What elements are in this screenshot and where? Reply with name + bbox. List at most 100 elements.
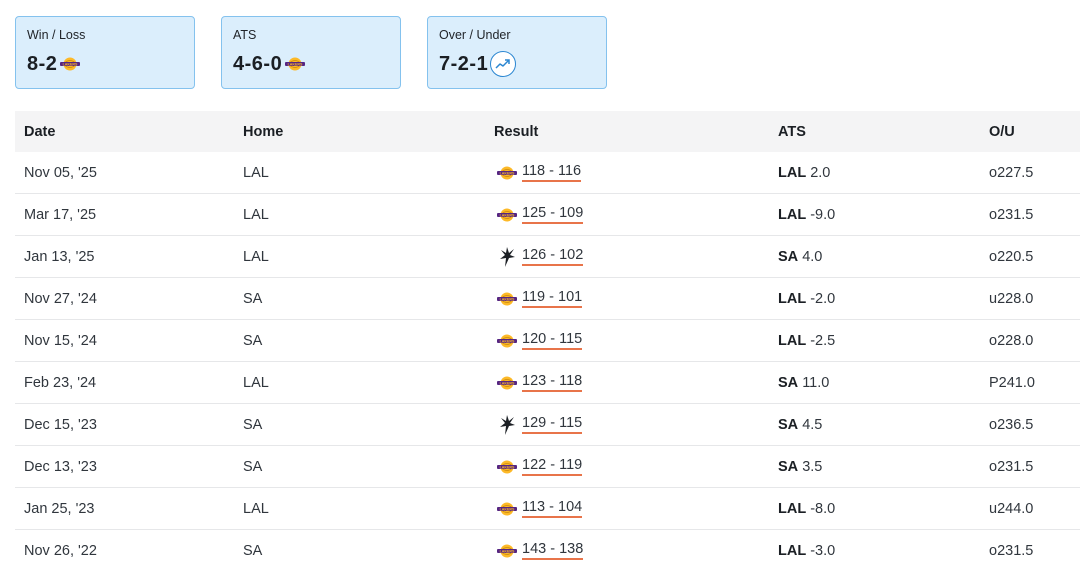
ats-line: -8.0	[810, 501, 835, 517]
score-link[interactable]: 120 - 115	[522, 331, 582, 350]
date-cell: Nov 15, '24	[15, 320, 234, 362]
lakers-logo-icon: LAKERS	[496, 499, 518, 519]
home-cell: LAL	[234, 488, 485, 530]
ats-header[interactable]: ATS	[769, 111, 980, 152]
date-header[interactable]: Date	[15, 111, 234, 152]
date-cell: Jan 13, '25	[15, 236, 234, 278]
ou-cell: u244.0	[980, 488, 1080, 530]
score-link[interactable]: 123 - 118	[522, 373, 582, 392]
result-cell: LAKERS 123 - 118	[485, 362, 769, 404]
ats-line: 11.0	[802, 375, 829, 391]
svg-text:LAKERS: LAKERS	[63, 62, 78, 66]
date-cell: Mar 17, '25	[15, 194, 234, 236]
spurs-logo-icon	[496, 247, 518, 267]
result-cell: 126 - 102	[485, 236, 769, 278]
ats-cell: SA 11.0	[769, 362, 980, 404]
date-cell: Dec 15, '23	[15, 404, 234, 446]
score-link[interactable]: 143 - 138	[522, 541, 583, 560]
ou-cell: u228.0	[980, 278, 1080, 320]
lakers-logo-icon: LAKERS	[496, 373, 518, 393]
home-cell: SA	[234, 278, 485, 320]
result-header[interactable]: Result	[485, 111, 769, 152]
summary-cards: Win / Loss 8-2 LAKERS ATS 4-6-0 LAKERS O…	[15, 16, 635, 91]
ats-line: -3.0	[810, 543, 835, 559]
score-link[interactable]: 129 - 115	[522, 415, 582, 434]
ats-team: LAL	[778, 291, 806, 307]
home-cell: SA	[234, 530, 485, 571]
score-link[interactable]: 113 - 104	[522, 499, 582, 518]
svg-text:LAKERS: LAKERS	[500, 381, 515, 385]
ats-line: 4.5	[802, 417, 822, 433]
home-header[interactable]: Home	[234, 111, 485, 152]
ats-line: 2.0	[810, 165, 830, 181]
result-cell: LAKERS 125 - 109	[485, 194, 769, 236]
svg-text:LAKERS: LAKERS	[500, 339, 515, 343]
svg-text:LAKERS: LAKERS	[500, 213, 515, 217]
ats-team: SA	[778, 375, 798, 391]
result-cell: LAKERS 120 - 115	[485, 320, 769, 362]
ats-team: LAL	[778, 165, 806, 181]
date-cell: Dec 13, '23	[15, 446, 234, 488]
score-link[interactable]: 119 - 101	[522, 289, 582, 308]
svg-text:LAKERS: LAKERS	[500, 549, 515, 553]
spurs-logo-icon	[496, 415, 518, 435]
date-cell: Feb 23, '24	[15, 362, 234, 404]
ats-cell: LAL -2.5	[769, 320, 980, 362]
lakers-logo-icon: LAKERS	[496, 331, 518, 351]
ats-card: ATS 4-6-0 LAKERS	[221, 16, 401, 89]
ats-line: 3.5	[802, 459, 822, 475]
table-header-row: Date Home Result ATS O/U	[15, 111, 1080, 152]
card-label: ATS	[233, 28, 400, 42]
svg-text:LAKERS: LAKERS	[500, 297, 515, 301]
card-value: 4-6-0	[233, 53, 282, 76]
over-under-card: Over / Under 7-2-1	[427, 16, 607, 89]
ats-line: -2.0	[810, 291, 835, 307]
date-cell: Nov 05, '25	[15, 152, 234, 194]
score-link[interactable]: 125 - 109	[522, 205, 583, 224]
lakers-logo-icon: LAKERS	[496, 163, 518, 183]
ou-header[interactable]: O/U	[980, 111, 1080, 152]
ats-line: -9.0	[810, 207, 835, 223]
ats-line: 4.0	[802, 249, 822, 265]
svg-text:LAKERS: LAKERS	[288, 62, 303, 66]
result-cell: LAKERS 119 - 101	[485, 278, 769, 320]
ou-cell: o231.5	[980, 446, 1080, 488]
home-cell: SA	[234, 404, 485, 446]
home-cell: LAL	[234, 152, 485, 194]
ou-cell: o220.5	[980, 236, 1080, 278]
lakers-logo-icon: LAKERS	[284, 56, 306, 72]
card-label: Win / Loss	[27, 28, 194, 42]
ou-cell: o231.5	[980, 530, 1080, 571]
result-cell: 129 - 115	[485, 404, 769, 446]
ats-cell: SA 4.5	[769, 404, 980, 446]
score-link[interactable]: 122 - 119	[522, 457, 582, 476]
ats-team: LAL	[778, 543, 806, 559]
score-link[interactable]: 126 - 102	[522, 247, 583, 266]
ats-team: LAL	[778, 501, 806, 517]
ou-cell: o227.5	[980, 152, 1080, 194]
ats-cell: SA 4.0	[769, 236, 980, 278]
home-cell: SA	[234, 320, 485, 362]
date-cell: Nov 27, '24	[15, 278, 234, 320]
trend-up-icon	[490, 51, 516, 77]
card-value: 8-2	[27, 53, 57, 76]
result-cell: LAKERS 143 - 138	[485, 530, 769, 571]
ou-cell: P241.0	[980, 362, 1080, 404]
home-cell: LAL	[234, 194, 485, 236]
lakers-logo-icon: LAKERS	[496, 541, 518, 561]
lakers-logo-icon: LAKERS	[496, 289, 518, 309]
score-link[interactable]: 118 - 116	[522, 163, 581, 182]
ats-team: SA	[778, 417, 798, 433]
card-label: Over / Under	[439, 28, 606, 42]
ats-team: SA	[778, 249, 798, 265]
lakers-logo-icon: LAKERS	[496, 457, 518, 477]
